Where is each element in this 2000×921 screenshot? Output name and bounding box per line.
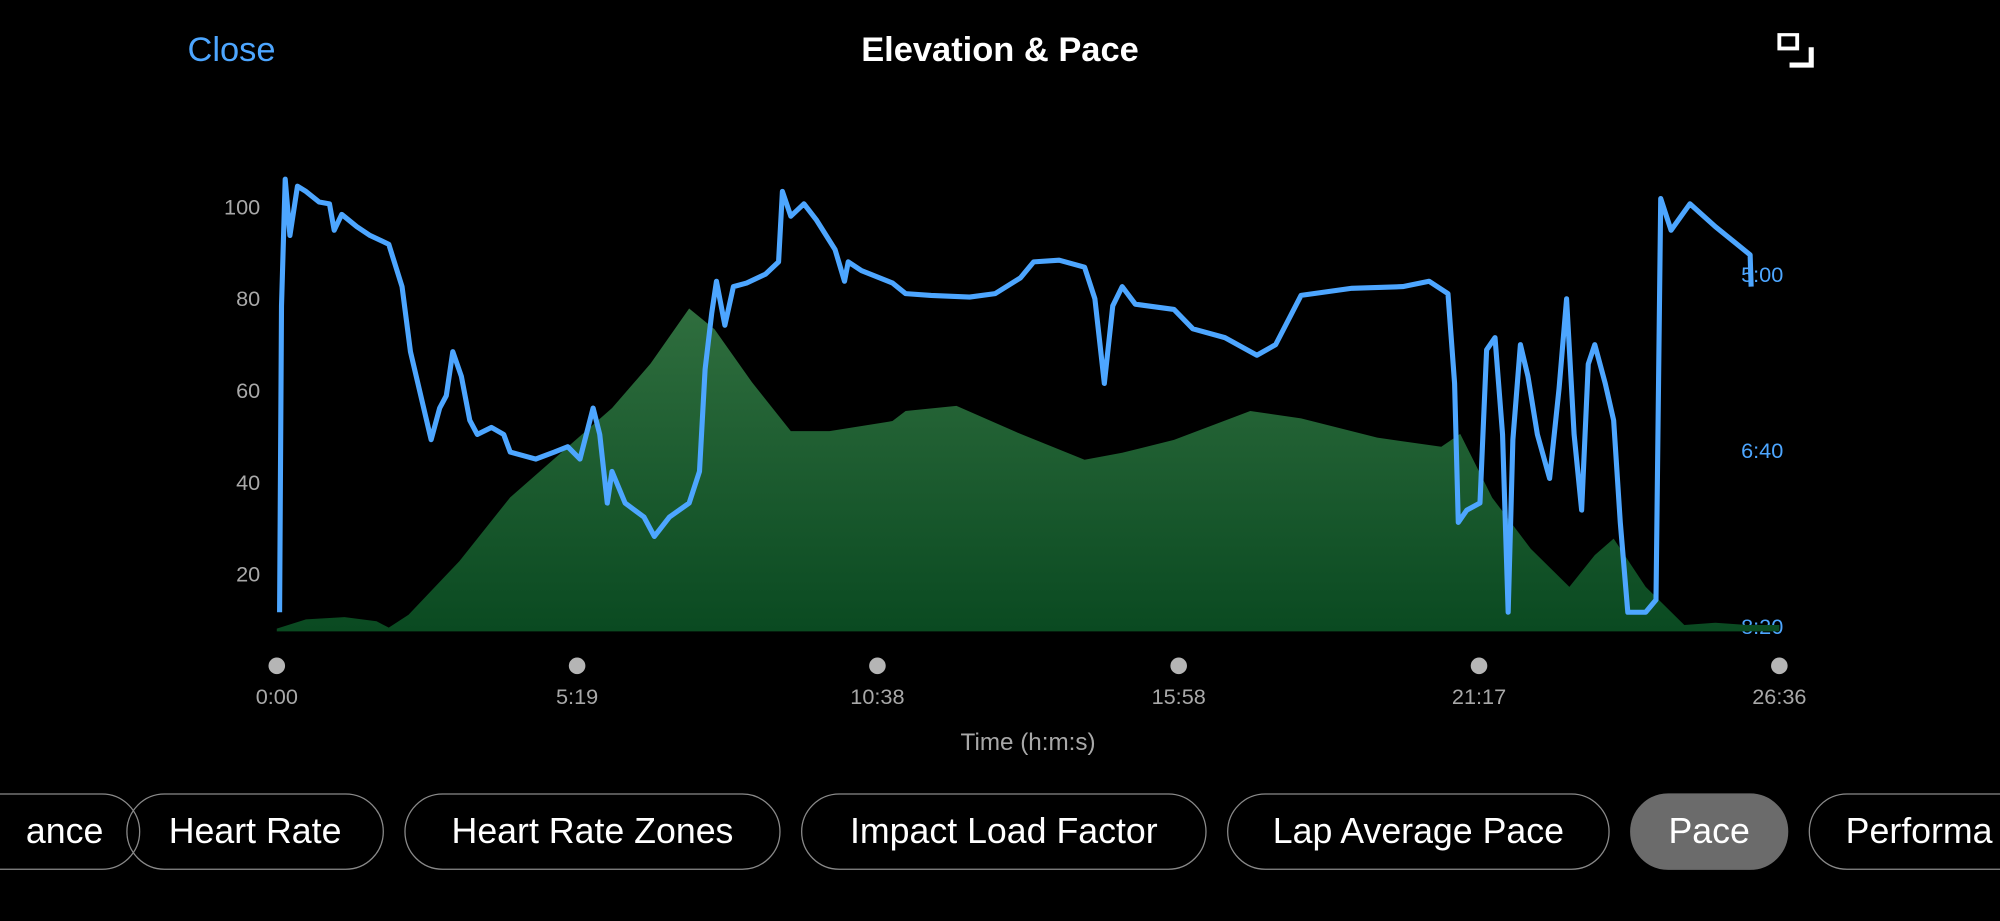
right-axis-tick-label: 6:40 <box>1741 438 1783 463</box>
x-axis-tick-label: 5:19 <box>556 684 598 709</box>
tab-heart-rate[interactable]: Heart Rate <box>126 793 384 870</box>
tab-pace[interactable]: Pace <box>1630 793 1789 870</box>
x-axis-tick-dot <box>1170 657 1187 675</box>
x-axis-tick-label: 15:58 <box>1152 684 1206 709</box>
left-axis-tick-label: 100 <box>224 194 260 219</box>
x-axis-tick-dot <box>568 657 586 675</box>
left-axis-tick-label: 60 <box>236 378 260 403</box>
tab-performa[interactable]: Performa <box>1808 793 2000 870</box>
pace-line <box>277 176 1754 615</box>
x-axis-tick-label: 0:00 <box>256 684 298 709</box>
tab-lap-average-pace[interactable]: Lap Average Pace <box>1227 793 1610 870</box>
x-axis-tick-dot <box>1771 657 1788 675</box>
close-button[interactable]: Close <box>187 30 276 69</box>
x-axis-tick-label: 10:38 <box>850 684 904 709</box>
tab-heart-rate-zones[interactable]: Heart Rate Zones <box>404 793 781 870</box>
left-axis-tick-label: 20 <box>236 562 260 587</box>
x-axis-tick-dot <box>268 657 286 675</box>
elevation-area <box>276 308 1780 632</box>
tab-ance[interactable]: ance <box>0 793 141 870</box>
left-axis-tick-label: 80 <box>236 286 260 311</box>
x-axis-tick-dot <box>869 657 886 675</box>
x-axis-tick-label: 21:17 <box>1452 684 1506 709</box>
tab-impact-load-factor[interactable]: Impact Load Factor <box>801 793 1207 870</box>
x-axis-tick-dot <box>1470 657 1488 675</box>
expand-icon[interactable] <box>1777 32 1815 69</box>
x-axis-title: Time (h:m:s) <box>961 729 1096 756</box>
x-axis-tick-label: 26:36 <box>1752 684 1806 709</box>
left-axis-tick-label: 40 <box>236 470 260 495</box>
right-axis-tick-label: 5:00 <box>1741 262 1783 287</box>
page-title: Elevation & Pace <box>861 30 1139 69</box>
